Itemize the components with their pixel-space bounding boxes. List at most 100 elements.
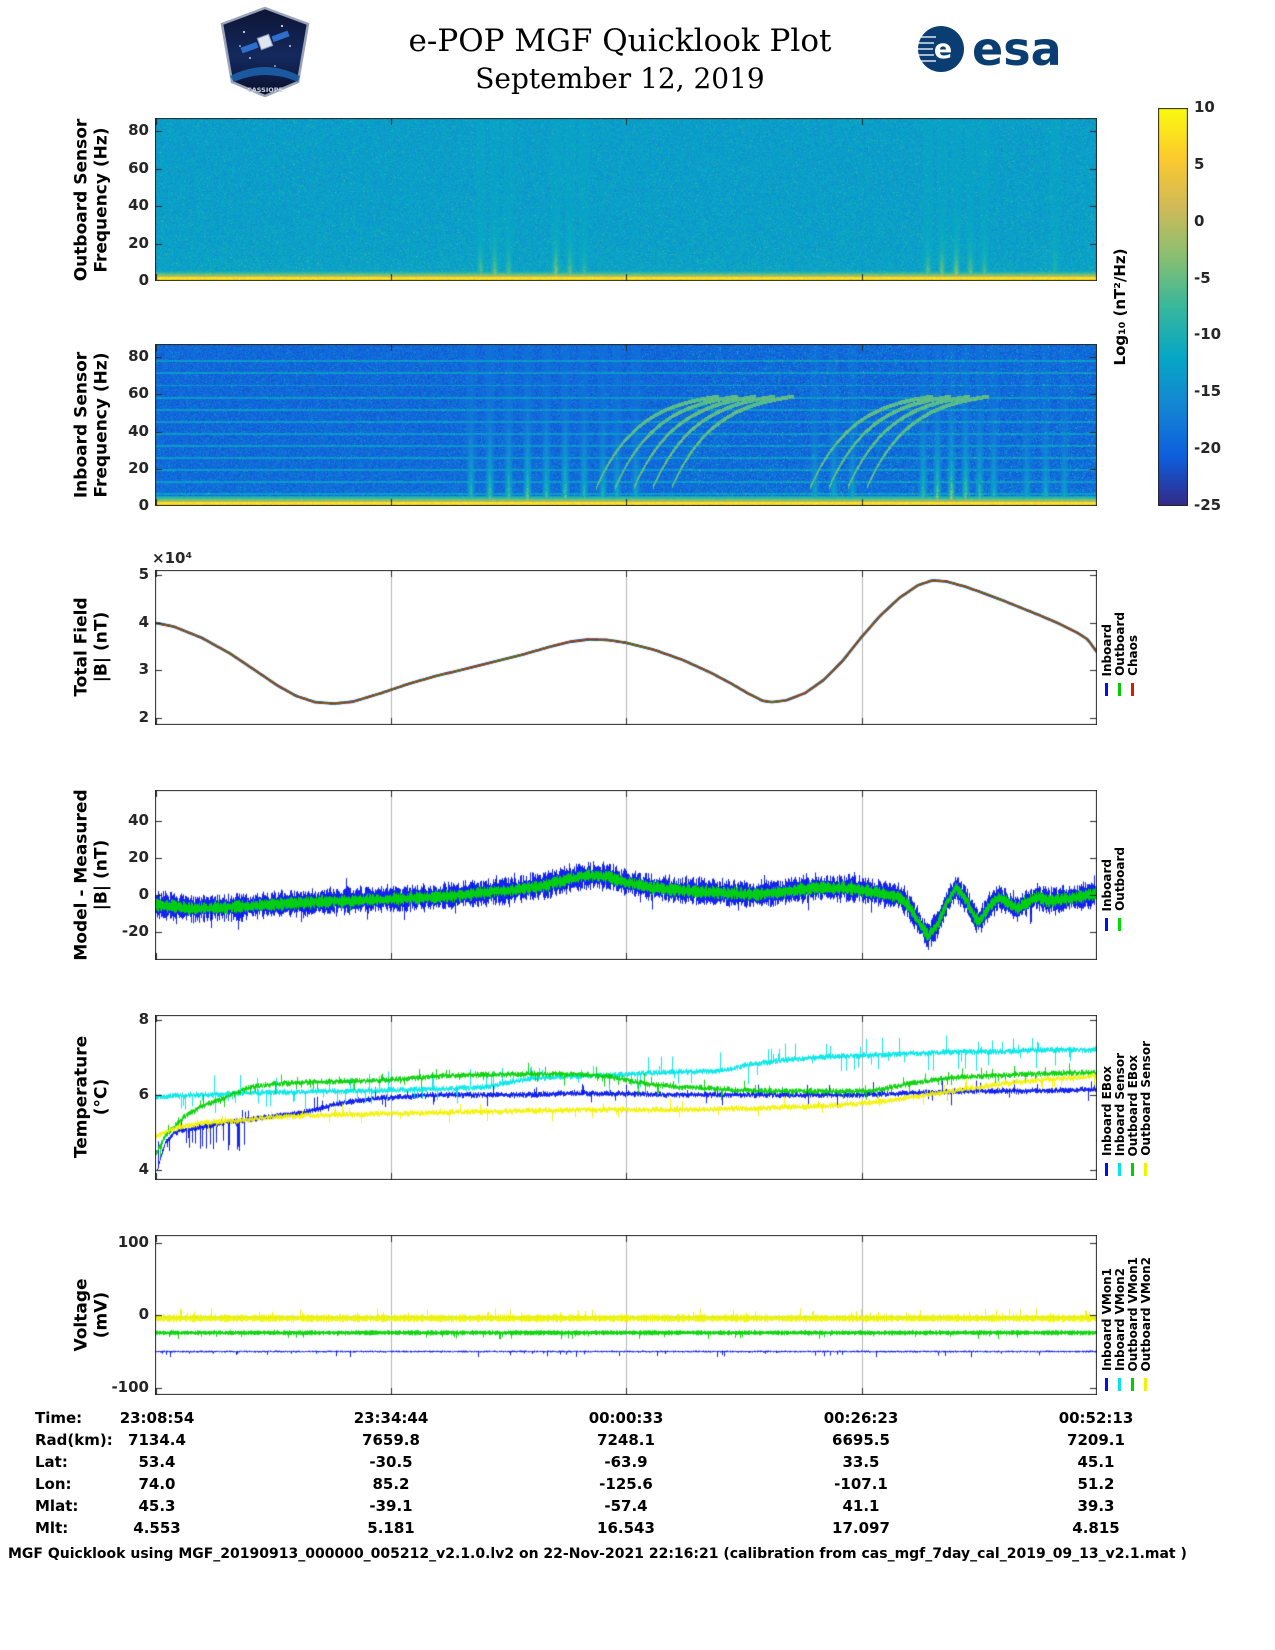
ephemeris-value: 6695.5: [832, 1431, 890, 1449]
ephemeris-row-label: Mlat:: [35, 1497, 79, 1515]
ephemeris-row-label: Mlt:: [35, 1519, 69, 1537]
ylabel-line: Model - Measured: [71, 789, 92, 961]
y-tick-label: 100: [117, 1232, 149, 1251]
ephemeris-value: 41.1: [842, 1497, 880, 1515]
y-tick-label: 60: [128, 384, 149, 403]
ylabel-line: Inboard Sensor: [71, 351, 92, 499]
ephemeris-value: 23:34:44: [353, 1409, 429, 1427]
ephemeris-value: 4.553: [133, 1519, 181, 1537]
y-tick-label: 40: [128, 811, 149, 830]
colorbar-tick-label: -25: [1194, 496, 1222, 514]
ylabel-line: Total Field: [71, 597, 92, 697]
legend-label: Outboard Sensor: [1139, 1041, 1153, 1156]
outboard-spectrogram-canvas: [155, 118, 1097, 281]
legend-label: Outboard: [1113, 847, 1127, 911]
voltage-canvas: [155, 1235, 1097, 1395]
legend-marker: [1118, 918, 1121, 931]
ephemeris-value: 00:52:13: [1058, 1409, 1134, 1427]
y-tick-label: 40: [128, 196, 149, 215]
legend-label: Inboard: [1100, 858, 1114, 911]
y-tick-label: 80: [128, 121, 149, 140]
y-tick-label: 0: [138, 496, 149, 514]
y-tick-label: 20: [128, 233, 149, 252]
esa-logo: e esa: [916, 24, 1062, 74]
ephemeris-value: 16.543: [597, 1519, 655, 1537]
ephemeris-value: -63.9: [604, 1453, 648, 1471]
footer-caption: MGF Quicklook using MGF_20190913_000000_…: [8, 1546, 1187, 1562]
ephemeris-value: -57.4: [604, 1497, 648, 1515]
ephemeris-value: 7134.4: [128, 1431, 186, 1449]
legend-label: Outboard VMon2: [1139, 1256, 1153, 1371]
ephemeris-value: 74.0: [138, 1475, 176, 1493]
y-tick-label: 2: [138, 707, 149, 726]
ephemeris-value: 7659.8: [362, 1431, 420, 1449]
ylabel-line: Temperature: [71, 1035, 92, 1159]
legend-label: Inboard: [1100, 623, 1114, 676]
total-field-canvas: [155, 570, 1097, 725]
ylabel-line: Outboard Sensor: [71, 118, 92, 282]
y-tick-label: 80: [128, 347, 149, 366]
y-tick-label: 4: [138, 1159, 149, 1178]
ephemeris-row-label: Lon:: [35, 1475, 72, 1493]
ephemeris-value: 5.181: [367, 1519, 415, 1537]
legend-marker: [1118, 683, 1121, 696]
y-tick-label: 40: [128, 421, 149, 440]
ephemeris-value: 39.3: [1077, 1497, 1115, 1515]
colorbar-tick-label: 5: [1194, 154, 1205, 173]
svg-text:CASSIOPE: CASSIOPE: [247, 86, 283, 94]
ephemeris-value: -125.6: [599, 1475, 653, 1493]
ephemeris-value: 7209.1: [1067, 1431, 1125, 1449]
esa-wordmark: esa: [972, 22, 1062, 76]
ephemeris-value: 45.1: [1077, 1453, 1115, 1471]
y-tick-label: 6: [138, 1084, 149, 1103]
y-tick-label: 0: [138, 271, 149, 289]
legend-label: Inboard VMon1: [1100, 1268, 1114, 1371]
legend-label: Outboard: [1113, 612, 1127, 676]
legend-marker: [1105, 1378, 1108, 1391]
legend-label: Outboard VMon1: [1126, 1256, 1140, 1371]
ephemeris-row-label: Time:: [35, 1409, 83, 1427]
ephemeris-row-label: Lat:: [35, 1453, 68, 1471]
y-tick-label: 20: [128, 458, 149, 477]
legend-label: Inboard VMon2: [1113, 1268, 1127, 1371]
y-tick-label: -100: [111, 1377, 149, 1396]
ephemeris-value: -30.5: [369, 1453, 413, 1471]
ephemeris-value: -107.1: [834, 1475, 888, 1493]
ephemeris-value: 00:26:23: [823, 1409, 899, 1427]
model-measured-canvas: [155, 790, 1097, 960]
colorbar-tick-label: -15: [1194, 382, 1222, 401]
figure-date: September 12, 2019: [475, 61, 765, 95]
y-tick-label: 0: [138, 885, 149, 904]
exponent-label: ×10⁴: [152, 549, 193, 567]
legend-marker: [1131, 1378, 1134, 1391]
y-tick-label: 8: [138, 1009, 149, 1028]
ephemeris-value: 17.097: [832, 1519, 890, 1537]
cassiope-patch-icon: CASSIOPE: [220, 6, 310, 98]
legend-label: Inboard Sensor: [1113, 1052, 1127, 1156]
ephemeris-value: 33.5: [842, 1453, 880, 1471]
y-tick-label: -20: [121, 922, 149, 941]
temperature-canvas: [155, 1015, 1097, 1180]
legend-label: Chaos: [1126, 635, 1140, 676]
ylabel-line: Voltage: [71, 1278, 92, 1352]
ephemeris-value: 00:00:33: [588, 1409, 664, 1427]
colorbar-canvas: [1158, 108, 1188, 506]
ephemeris-row-label: Rad(km):: [35, 1431, 113, 1449]
colorbar-tick-label: 10: [1194, 98, 1215, 116]
legend-marker: [1118, 1378, 1121, 1391]
colorbar-tick-label: -20: [1194, 439, 1222, 458]
legend-marker: [1105, 683, 1108, 696]
ephemeris-value: 7248.1: [597, 1431, 655, 1449]
colorbar-tick-label: -10: [1194, 325, 1222, 344]
y-tick-label: 4: [138, 612, 149, 631]
ephemeris-value: 85.2: [372, 1475, 410, 1493]
y-tick-label: 20: [128, 848, 149, 867]
figure-title: e-POP MGF Quicklook Plot: [408, 23, 832, 59]
y-tick-label: 3: [138, 660, 149, 679]
colorbar-tick-label: 0: [1194, 211, 1205, 230]
colorbar-label: Log₁₀ (nT²/Hz): [1111, 248, 1129, 366]
y-tick-label: 0: [138, 1305, 149, 1324]
ephemeris-value: 53.4: [138, 1453, 176, 1471]
colorbar-tick-label: -5: [1194, 268, 1211, 287]
svg-text:e: e: [934, 34, 952, 65]
